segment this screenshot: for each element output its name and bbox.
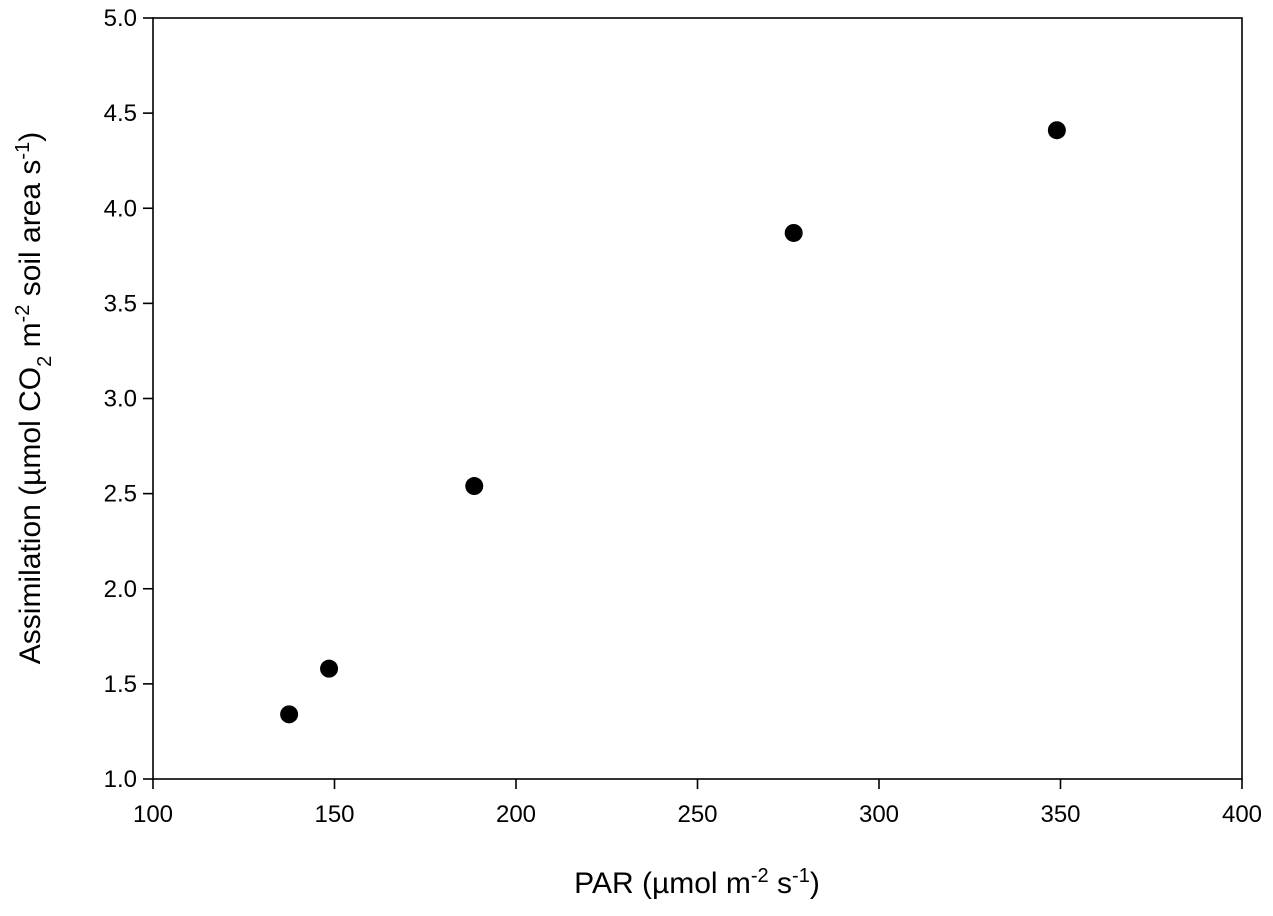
y-axis-title: Assimilation (µmol CO2 m-2 soil area s-1… xyxy=(12,132,56,664)
y-tick-label: 4.5 xyxy=(104,100,137,127)
y-tick-label: 2.5 xyxy=(104,481,137,508)
x-axis-title: PAR (µmol m-2 s-1) xyxy=(574,865,820,900)
data-point xyxy=(465,477,484,496)
x-axis-ticks: 100 150 200 250 300 350 400 xyxy=(133,779,1262,828)
x-tick-label: 350 xyxy=(1040,801,1080,828)
y-tick-label: 2.0 xyxy=(104,576,137,603)
x-tick-label: 100 xyxy=(133,801,173,828)
data-point xyxy=(280,705,299,724)
y-axis-ticks: 1.0 1.5 2.0 2.5 3.0 3.5 4.0 4.5 5.0 xyxy=(104,5,153,793)
plot-frame xyxy=(152,17,1243,780)
y-tick-label: 3.5 xyxy=(104,290,137,317)
x-tick-label: 300 xyxy=(859,801,899,828)
y-tick-label: 4.0 xyxy=(104,195,137,222)
x-tick-label: 250 xyxy=(677,801,717,828)
y-tick-label: 5.0 xyxy=(104,5,137,32)
x-tick-label: 400 xyxy=(1222,801,1262,828)
data-points xyxy=(280,121,1066,724)
y-tick-label: 3.0 xyxy=(104,386,137,413)
y-tick-label: 1.0 xyxy=(104,766,137,793)
x-tick-label: 200 xyxy=(496,801,536,828)
x-tick-label: 150 xyxy=(314,801,354,828)
data-point xyxy=(1047,121,1066,140)
data-point xyxy=(784,223,803,242)
data-point xyxy=(320,659,339,678)
y-tick-label: 1.5 xyxy=(104,671,137,698)
